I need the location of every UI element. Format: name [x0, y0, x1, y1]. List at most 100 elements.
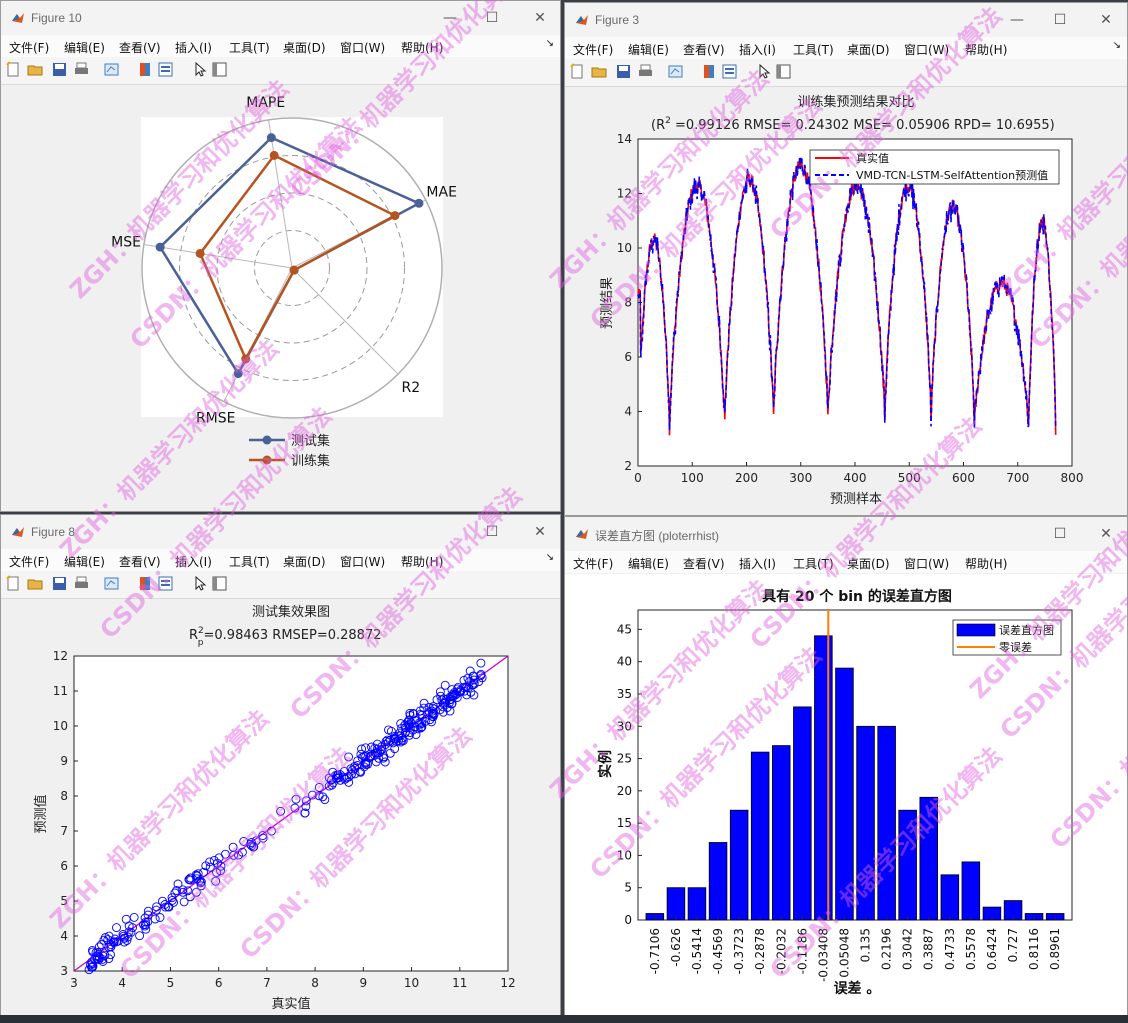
- x-tick-label: 0.4733: [943, 928, 957, 970]
- menu-window[interactable]: 窗口(W): [340, 41, 386, 55]
- menu-window[interactable]: 窗口(W): [904, 43, 950, 57]
- scatter-point: [276, 806, 286, 816]
- close-button[interactable]: ✕: [1100, 526, 1112, 542]
- scatter-point: [367, 742, 376, 752]
- menu-file[interactable]: 文件(F): [9, 41, 50, 55]
- menu-help[interactable]: 帮助(H): [401, 41, 444, 55]
- scatter-point: [258, 831, 268, 841]
- colorbar-icon[interactable]: [137, 61, 154, 78]
- new-figure-icon[interactable]: [569, 63, 586, 80]
- pointer-icon[interactable]: [191, 575, 208, 592]
- pointer-icon[interactable]: [755, 63, 772, 80]
- maximize-button[interactable]: ☐: [485, 10, 499, 26]
- scatter-point: [469, 679, 479, 689]
- minimize-button[interactable]: —: [443, 10, 457, 26]
- save-icon[interactable]: [615, 63, 632, 80]
- menu-tools[interactable]: 工具(T): [793, 43, 834, 57]
- save-icon[interactable]: [51, 575, 68, 592]
- colorbar-icon[interactable]: [701, 63, 718, 80]
- radar-axis-label-RMSE: RMSE: [196, 411, 236, 427]
- menu-insert[interactable]: 插入(I): [739, 43, 776, 57]
- menu-edit[interactable]: 编辑(E): [628, 43, 669, 57]
- menu-tools[interactable]: 工具(T): [793, 557, 834, 571]
- link-plot-icon-glyph: [668, 65, 683, 78]
- x-tick-label: -0.1186: [795, 928, 809, 974]
- menu-insert[interactable]: 插入(I): [175, 555, 212, 569]
- maximize-button[interactable]: ☐: [1053, 12, 1067, 28]
- x-tick-label: 0.8116: [1027, 928, 1041, 970]
- y-axis-label: 预测结果: [600, 277, 615, 329]
- menu-edit[interactable]: 编辑(E): [64, 41, 105, 55]
- link-plot-icon-glyph: [104, 63, 119, 76]
- open-file-icon[interactable]: [27, 61, 44, 78]
- pointer-icon[interactable]: [191, 61, 208, 78]
- minimize-button[interactable]: —: [1010, 12, 1024, 28]
- scatter-point: [167, 893, 177, 903]
- property-inspector-icon[interactable]: [211, 575, 228, 592]
- menu-help[interactable]: 帮助(H): [965, 43, 1008, 57]
- maximize-button[interactable]: ☐: [485, 524, 499, 540]
- menu-edit[interactable]: 编辑(E): [64, 555, 105, 569]
- legend-icon[interactable]: [721, 63, 738, 80]
- print-icon[interactable]: [73, 575, 90, 592]
- menu-insert[interactable]: 插入(I): [739, 557, 776, 571]
- y-tick-label: 12: [617, 187, 632, 201]
- y-tick-label: 4: [60, 929, 68, 943]
- close-button[interactable]: ✕: [1100, 12, 1112, 28]
- colorbar-icon[interactable]: [137, 575, 154, 592]
- link-plot-icon[interactable]: [667, 63, 684, 80]
- print-icon[interactable]: [73, 61, 90, 78]
- menu-overflow-icon[interactable]: ↘: [545, 38, 554, 49]
- menu-edit[interactable]: 编辑(E): [628, 557, 669, 571]
- new-figure-icon[interactable]: [5, 61, 22, 78]
- menu-desktop[interactable]: 桌面(D): [847, 43, 890, 57]
- legend-icon[interactable]: [157, 61, 174, 78]
- radar-point: [195, 248, 205, 258]
- scatter-point: [291, 794, 301, 804]
- menu-overflow-icon[interactable]: ↘: [1112, 40, 1121, 51]
- menu-desktop[interactable]: 桌面(D): [283, 555, 326, 569]
- title-bar[interactable]: Figure 8 ☐ ✕: [1, 515, 560, 549]
- menu-view[interactable]: 查看(V): [119, 555, 161, 569]
- menu-view[interactable]: 查看(V): [683, 557, 725, 571]
- legend-icon[interactable]: [157, 575, 174, 592]
- new-figure-icon[interactable]: [5, 575, 22, 592]
- close-button[interactable]: ✕: [534, 524, 546, 540]
- menu-tools[interactable]: 工具(T): [229, 555, 270, 569]
- menu-file[interactable]: 文件(F): [573, 557, 614, 571]
- title-bar[interactable]: Figure 10 — ☐ ✕: [1, 1, 560, 35]
- menu-file[interactable]: 文件(F): [9, 555, 50, 569]
- menu-tools[interactable]: 工具(T): [229, 41, 270, 55]
- menu-view[interactable]: 查看(V): [683, 43, 725, 57]
- scatter-point: [205, 862, 215, 872]
- scatter-point: [167, 895, 177, 905]
- title-bar[interactable]: 误差直方图 (ploterrhist) ☐ ✕: [565, 517, 1127, 551]
- menu-desktop[interactable]: 桌面(D): [283, 41, 326, 55]
- menu-desktop[interactable]: 桌面(D): [847, 557, 890, 571]
- histogram-bar: [856, 725, 875, 921]
- menu-help[interactable]: 帮助(H): [965, 557, 1008, 571]
- maximize-button[interactable]: ☐: [1053, 526, 1067, 542]
- menu-help[interactable]: 帮助(H): [401, 555, 444, 569]
- link-plot-icon[interactable]: [103, 575, 120, 592]
- property-inspector-icon[interactable]: [211, 61, 228, 78]
- menu-view[interactable]: 查看(V): [119, 41, 161, 55]
- save-icon[interactable]: [51, 61, 68, 78]
- menu-file[interactable]: 文件(F): [573, 43, 614, 57]
- menu-window[interactable]: 窗口(W): [904, 557, 950, 571]
- title-bar[interactable]: Figure 3 — ☐ ✕: [565, 3, 1127, 37]
- close-button[interactable]: ✕: [534, 10, 546, 26]
- scatter-point: [192, 871, 202, 881]
- menu-window[interactable]: 窗口(W): [340, 555, 386, 569]
- scatter-point: [363, 759, 373, 769]
- scatter-point: [186, 875, 196, 885]
- chart-title: 测试集效果图: [252, 604, 330, 620]
- property-inspector-icon[interactable]: [775, 63, 792, 80]
- open-file-icon[interactable]: [27, 575, 44, 592]
- save-icon-glyph: [53, 63, 66, 76]
- open-file-icon[interactable]: [591, 63, 608, 80]
- print-icon[interactable]: [637, 63, 654, 80]
- link-plot-icon[interactable]: [103, 61, 120, 78]
- menu-overflow-icon[interactable]: ↘: [545, 552, 554, 563]
- menu-insert[interactable]: 插入(I): [175, 41, 212, 55]
